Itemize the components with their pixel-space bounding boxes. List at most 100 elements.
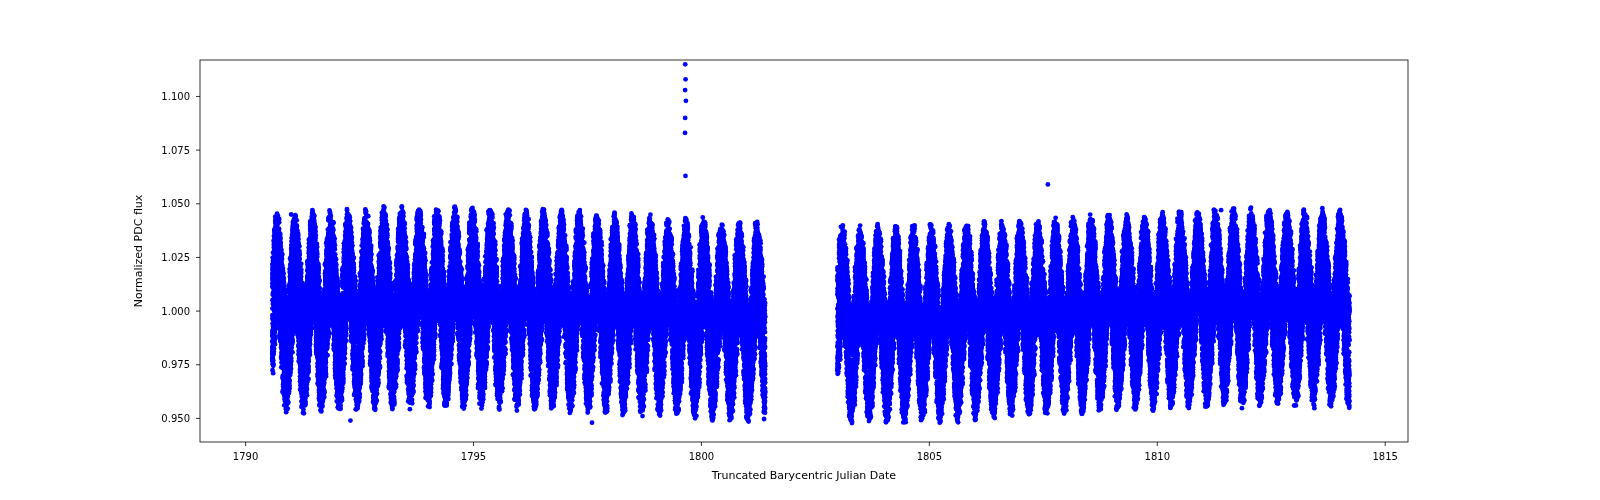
svg-point-49025: [992, 416, 997, 421]
svg-point-16379: [486, 322, 491, 327]
svg-point-2079: [297, 252, 302, 257]
svg-point-52070: [1033, 345, 1038, 350]
svg-point-51258: [1021, 243, 1026, 248]
svg-point-14733: [465, 368, 470, 373]
svg-point-19202: [525, 211, 530, 216]
svg-point-11549: [422, 255, 427, 260]
svg-point-17489: [501, 368, 506, 373]
svg-point-41356: [890, 356, 895, 361]
svg-point-56867: [1095, 291, 1100, 296]
svg-point-47279: [968, 250, 973, 255]
svg-point-103: [271, 371, 276, 376]
svg-point-42661: [908, 372, 913, 377]
svg-point-38932: [857, 228, 862, 233]
svg-point-51442: [1024, 276, 1029, 281]
svg-point-2172: [298, 264, 303, 269]
svg-point-5278: [339, 386, 344, 391]
svg-point-54769: [1067, 341, 1072, 346]
svg-point-2740: [306, 363, 311, 368]
svg-point-12744: [438, 241, 443, 246]
svg-point-16912: [494, 271, 499, 276]
svg-point-1979: [296, 231, 301, 236]
svg-point-24952: [600, 270, 605, 275]
svg-point-41897: [896, 248, 901, 253]
svg-point-27046: [628, 341, 633, 346]
svg-point-63355: [1182, 242, 1187, 247]
svg-point-45312: [943, 364, 948, 369]
svg-point-59169: [1126, 224, 1131, 229]
svg-point-7585: [369, 277, 374, 282]
svg-point-56301: [1088, 212, 1093, 217]
svg-point-3372: [315, 245, 320, 250]
svg-point-37174: [763, 315, 768, 320]
svg-point-60170: [1139, 334, 1144, 339]
svg-point-10211: [405, 264, 410, 269]
svg-point-54438: [1064, 408, 1069, 413]
svg-point-16923: [493, 258, 498, 263]
svg-point-55327: [1075, 253, 1080, 258]
svg-point-70046: [1270, 246, 1275, 251]
svg-point-17108: [497, 404, 502, 409]
svg-point-27573: [636, 252, 641, 257]
svg-point-2088: [296, 257, 301, 262]
svg-point-45975: [951, 264, 956, 269]
svg-point-61376: [1156, 361, 1161, 366]
svg-point-49714: [1000, 227, 1005, 232]
svg-point-21559: [554, 353, 559, 358]
svg-point-68526: [1250, 218, 1255, 223]
svg-point-61809: [1162, 221, 1167, 226]
svg-point-26275: [617, 267, 622, 272]
svg-point-34869: [732, 380, 737, 385]
svg-point-4717: [332, 246, 337, 251]
svg-point-13628: [450, 327, 455, 332]
svg-point-58073: [1111, 265, 1116, 270]
svg-point-59948: [1136, 379, 1141, 384]
svg-point-26821: [625, 379, 630, 384]
svg-point-59057: [1125, 214, 1130, 219]
svg-point-27388: [633, 229, 638, 234]
svg-point-713: [279, 248, 284, 253]
svg-point-22760: [571, 389, 576, 394]
svg-point-25204: [605, 399, 610, 404]
svg-point-54666: [1067, 379, 1072, 384]
svg-point-31660: [689, 279, 694, 284]
svg-point-1862: [294, 223, 299, 228]
svg-point-46628: [959, 381, 964, 386]
svg-point-75746: [1347, 384, 1352, 389]
svg-point-67425: [1236, 254, 1241, 259]
svg-point-38157: [847, 301, 852, 306]
svg-point-53451: [1051, 349, 1056, 354]
svg-point-17377: [499, 376, 504, 381]
svg-point-34173: [722, 242, 727, 247]
svg-point-56083: [1085, 362, 1090, 367]
svg-point-2033: [296, 242, 301, 247]
svg-point-54446: [1064, 404, 1069, 409]
svg-point-18149: [509, 245, 514, 250]
svg-point-75796: [683, 131, 688, 136]
svg-point-44735: [935, 288, 940, 293]
y-tick-label: 1.050: [161, 198, 190, 209]
svg-point-29313: [659, 408, 664, 413]
svg-point-60592: [1145, 235, 1150, 240]
svg-point-18809: [518, 361, 523, 366]
svg-point-71578: [1291, 277, 1296, 282]
svg-point-37180: [763, 362, 768, 367]
svg-point-14841: [466, 352, 471, 357]
svg-point-55216: [1074, 227, 1079, 232]
svg-point-25406: [606, 387, 611, 392]
svg-point-68745: [1253, 246, 1258, 251]
svg-point-37289: [836, 369, 841, 374]
svg-point-62584: [1171, 389, 1176, 394]
svg-point-7685: [371, 286, 376, 291]
svg-point-59510: [1131, 276, 1136, 281]
svg-point-29474: [659, 385, 664, 390]
svg-point-29548: [661, 366, 666, 371]
svg-point-14069: [455, 228, 460, 233]
svg-point-14737: [464, 380, 469, 385]
svg-point-9456: [394, 359, 399, 364]
svg-point-19900: [534, 404, 539, 409]
svg-point-72039: [1296, 378, 1301, 383]
svg-point-75773: [1346, 312, 1351, 317]
svg-point-72105: [1298, 358, 1303, 363]
svg-point-57073: [1098, 407, 1103, 412]
